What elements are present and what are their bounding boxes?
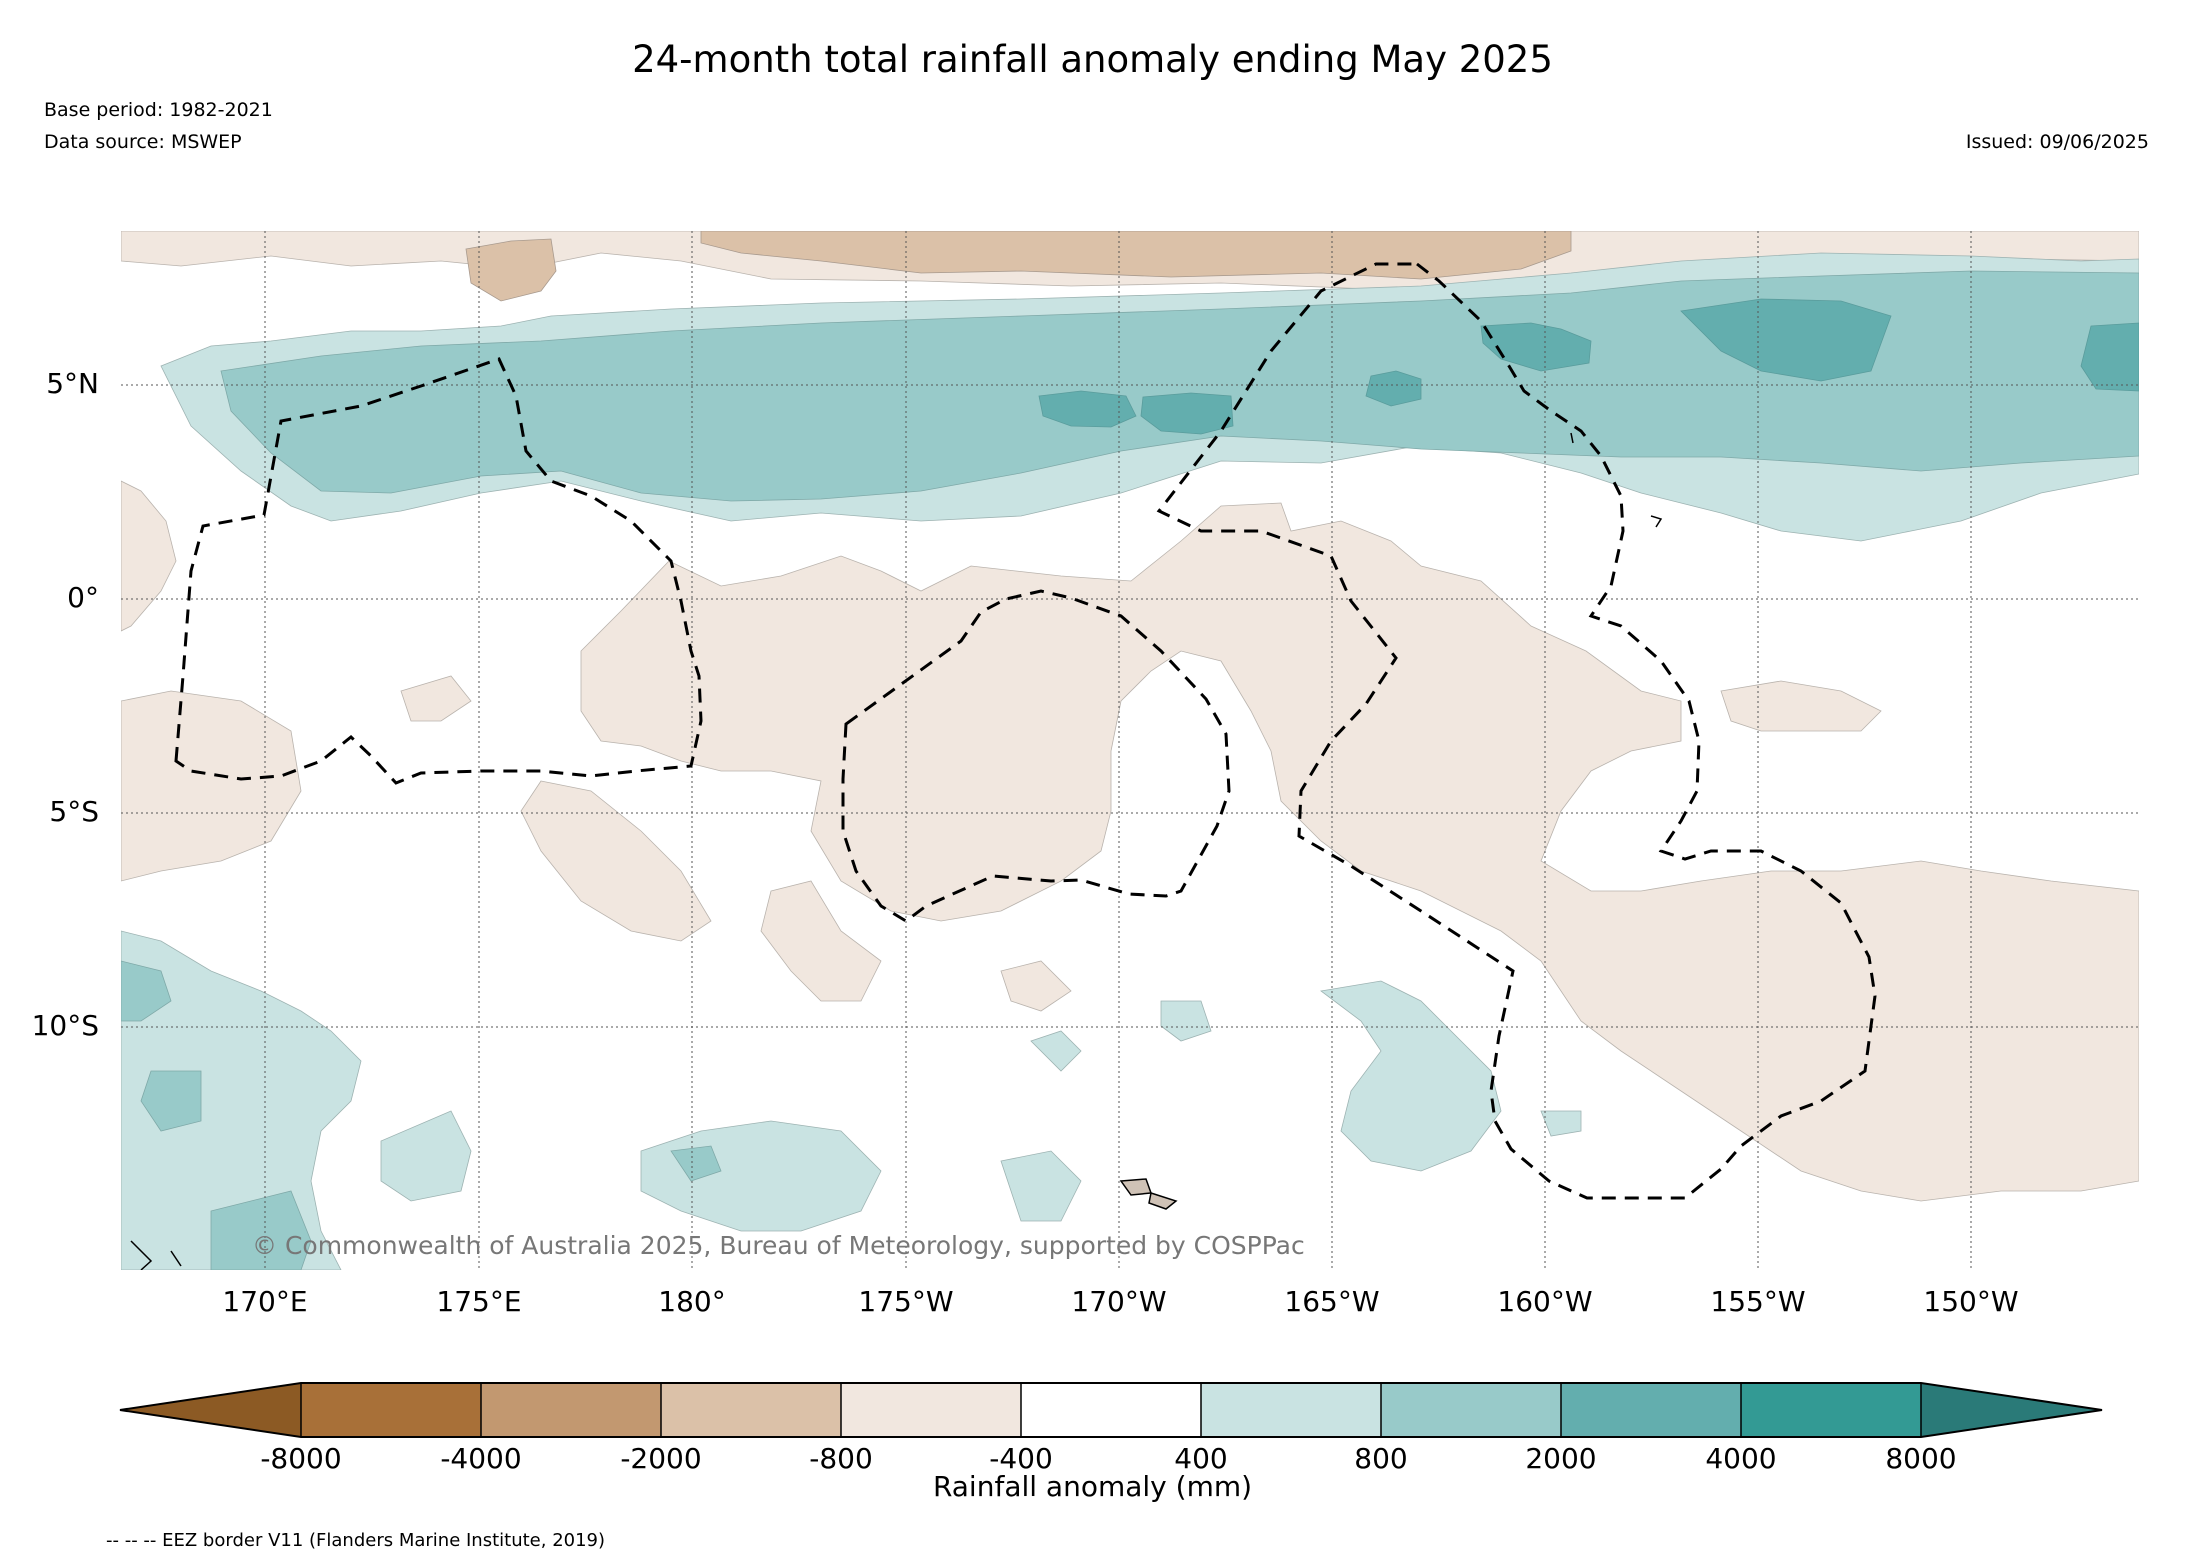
north-dry-core: [700, 231, 1572, 280]
sw-wet-core-3: [210, 1190, 312, 1270]
north-dry-patch-west: [465, 238, 557, 302]
east-dry-patch: [1720, 680, 1882, 732]
base-period-text: Base period: 1982-2021: [44, 99, 273, 121]
wet-core-6: [2080, 322, 2139, 392]
island-3: [130, 1240, 153, 1270]
central-dry-patch: [1000, 960, 1072, 1012]
eez-border-kiribati-gilberts: [174, 357, 703, 785]
wet-patch-1: [380, 1110, 472, 1202]
wet-core-4: [1480, 322, 1592, 372]
colorbar-tick: -8000: [260, 1442, 342, 1475]
eez-border-tokelau: [841, 589, 1231, 923]
colorbar-extend-max: [1921, 1383, 2102, 1437]
wet-core-5: [1680, 298, 1892, 382]
lon-label-175e: 175°E: [436, 1285, 522, 1318]
itcz-wet-inner: [220, 270, 2139, 502]
wet-core-1: [1038, 390, 1137, 428]
colorbar-tick: 800: [1354, 1442, 1408, 1475]
wet-patch-6: [1000, 1150, 1082, 1222]
colorbar-bin-5: [1021, 1383, 1201, 1437]
sw-wet-region: [121, 930, 362, 1270]
colorbar-bin-4: [841, 1383, 1021, 1437]
eez-borders: [174, 262, 1877, 1200]
lon-label-165w: 165°W: [1284, 1285, 1380, 1318]
lat-label-10s: 10°S: [31, 1009, 99, 1042]
islands: [130, 432, 1663, 1270]
lon-label-155w: 155°W: [1710, 1285, 1806, 1318]
lat-label-0: 0°: [67, 581, 99, 614]
eez-border-kiribati-lines: [1156, 262, 1877, 1200]
colorbar-tick: -400: [989, 1442, 1053, 1475]
rainfall-anomaly-map: [121, 231, 2139, 1270]
colorbar-tick: -4000: [440, 1442, 522, 1475]
wet-patch-2-core: [670, 1145, 722, 1182]
west-dry-lobe-3: [400, 675, 472, 722]
colorbar-bin-1: [301, 1383, 481, 1437]
island-2: [1570, 432, 1574, 444]
graticule: [121, 231, 2139, 1270]
wet-patch-5: [1030, 1030, 1082, 1072]
wet-core-2: [1140, 392, 1234, 435]
island-samoa-2: [1148, 1192, 1178, 1210]
colorbar-extend-min: [120, 1383, 301, 1437]
lon-label-180: 180°: [658, 1285, 726, 1318]
lat-label-5n: 5°N: [46, 367, 99, 400]
data-source-text: Data source: MSWEP: [44, 131, 242, 153]
colorbar-tick: -2000: [620, 1442, 702, 1475]
wet-patch-7: [1540, 1110, 1582, 1137]
lon-label-175w: 175°W: [858, 1285, 954, 1318]
wet-patch-3: [1320, 980, 1502, 1172]
colorbar-tick: 400: [1174, 1442, 1228, 1475]
west-dry-lobe-4: [520, 780, 712, 942]
colorbar-bin-3: [661, 1383, 841, 1437]
sw-wet-core-2: [140, 1070, 202, 1132]
colorbar: [119, 1382, 2103, 1438]
colorbar-bin-8: [1561, 1383, 1741, 1437]
sw-wet-core: [121, 960, 172, 1022]
west-dry-lobe-5: [760, 880, 882, 1002]
colorbar-title: Rainfall anomaly (mm): [932, 1470, 1253, 1503]
colorbar-tick: 2000: [1525, 1442, 1597, 1475]
copyright-text: © Commonwealth of Australia 2025, Bureau…: [252, 1231, 1305, 1260]
colorbar-bin-6: [1201, 1383, 1381, 1437]
island-4: [170, 1250, 182, 1267]
lon-label-170w: 170°W: [1071, 1285, 1167, 1318]
lat-label-5s: 5°S: [49, 795, 99, 828]
west-dry-lobe-2: [121, 690, 302, 882]
central-dry-region: [580, 502, 2139, 1202]
west-dry-lobe-1: [121, 480, 177, 632]
map-title: 24-month total rainfall anomaly ending M…: [632, 38, 1553, 81]
lon-label-150w: 150°W: [1923, 1285, 2019, 1318]
island-1: [1650, 515, 1663, 528]
colorbar-bin-9: [1741, 1383, 1921, 1437]
colorbar-tick: 4000: [1705, 1442, 1777, 1475]
wet-core-3: [1365, 370, 1422, 407]
colorbar-bin-2: [481, 1383, 661, 1437]
eez-legend-note: -- -- -- EEZ border V11 (Flanders Marine…: [106, 1530, 606, 1551]
colorbar-tick: 8000: [1885, 1442, 1957, 1475]
colorbar-tick: -800: [809, 1442, 873, 1475]
lon-label-160w: 160°W: [1497, 1285, 1593, 1318]
colorbar-bin-7: [1381, 1383, 1561, 1437]
wet-patch-4: [1160, 1000, 1212, 1042]
issued-date-text: Issued: 09/06/2025: [1965, 131, 2149, 153]
lon-label-170e: 170°E: [222, 1285, 308, 1318]
